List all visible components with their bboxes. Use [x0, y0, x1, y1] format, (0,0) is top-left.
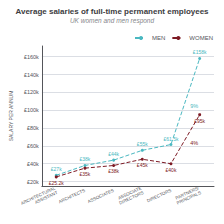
svg-text:Average salaries of full-time: Average salaries of full-time permanent … [15, 7, 209, 16]
svg-text:£25.2k: £25.2k [49, 180, 65, 186]
svg-text:ASSISTANT: ASSISTANT [34, 190, 59, 205]
svg-text:PARTNERS/: PARTNERS/ [174, 185, 200, 201]
svg-text:£35k: £35k [79, 171, 90, 177]
svg-text:£44k: £44k [108, 151, 119, 157]
svg-text:SALARY PER ANNUM: SALARY PER ANNUM [8, 91, 14, 142]
svg-text:UK women and men respond: UK women and men respond [70, 17, 155, 25]
svg-text:ASSOCIATES: ASSOCIATES [87, 188, 115, 205]
svg-text:£38k: £38k [79, 156, 90, 162]
svg-text:£61.5k: £61.5k [163, 136, 179, 142]
svg-text:£20k: £20k [27, 179, 39, 185]
svg-text:WOMEN: WOMEN [189, 35, 213, 41]
svg-text:£40k: £40k [27, 161, 39, 167]
svg-text:£140k: £140k [24, 72, 39, 78]
svg-text:£120k: £120k [24, 89, 39, 95]
svg-text:4%: 4% [190, 140, 198, 146]
svg-text:£55k: £55k [137, 141, 148, 147]
svg-text:ARCHITECTS: ARCHITECTS [58, 188, 86, 205]
svg-text:£45k: £45k [137, 162, 148, 168]
svg-text:£158k: £158k [193, 49, 207, 55]
svg-text:£38k: £38k [108, 168, 119, 174]
svg-text:£100k: £100k [24, 107, 39, 113]
svg-text:PRINCIPALS: PRINCIPALS [176, 190, 202, 206]
svg-text:9%: 9% [190, 103, 198, 109]
svg-text:£40k: £40k [166, 167, 177, 173]
svg-text:£95k: £95k [194, 118, 205, 124]
svg-text:DIRECTORS: DIRECTORS [146, 188, 172, 204]
svg-text:£60k: £60k [27, 143, 39, 149]
svg-text:DIRECTORS: DIRECTORS [118, 190, 144, 206]
svg-text:£80k: £80k [27, 125, 39, 131]
svg-text:MEN: MEN [152, 35, 165, 41]
svg-text:ARCHITECTURAL: ARCHITECTURAL [20, 185, 57, 206]
svg-text:£160k: £160k [24, 54, 39, 60]
svg-text:ASSOCIATE: ASSOCIATE [117, 185, 143, 201]
svg-text:£27k: £27k [51, 166, 62, 172]
